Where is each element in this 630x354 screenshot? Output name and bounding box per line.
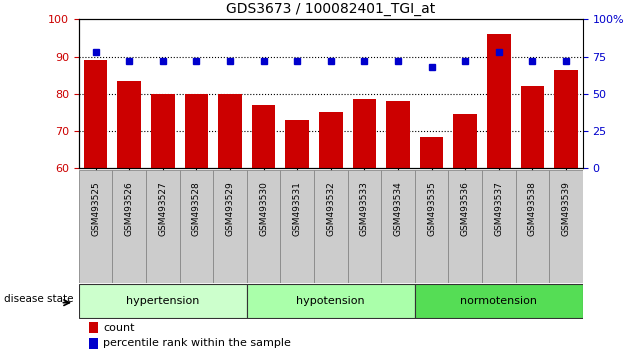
Text: GSM493528: GSM493528: [192, 181, 201, 236]
Title: GDS3673 / 100082401_TGI_at: GDS3673 / 100082401_TGI_at: [226, 2, 435, 16]
Text: GSM493538: GSM493538: [528, 181, 537, 236]
Bar: [84, 60, 107, 168]
Text: disease state: disease state: [4, 294, 73, 304]
Bar: [386, 101, 410, 168]
Text: count: count: [103, 322, 134, 332]
Bar: [89, 338, 98, 349]
FancyBboxPatch shape: [280, 170, 314, 283]
Bar: [319, 112, 343, 168]
Text: GSM493537: GSM493537: [495, 181, 503, 236]
FancyBboxPatch shape: [247, 170, 280, 283]
Bar: [218, 94, 242, 168]
Bar: [89, 322, 98, 333]
Text: percentile rank within the sample: percentile rank within the sample: [103, 338, 291, 348]
FancyBboxPatch shape: [348, 170, 381, 283]
Text: GSM493527: GSM493527: [158, 181, 167, 236]
FancyBboxPatch shape: [381, 170, 415, 283]
Bar: [252, 105, 275, 168]
Bar: [487, 34, 510, 168]
FancyBboxPatch shape: [112, 170, 146, 283]
Text: hypertension: hypertension: [126, 296, 200, 306]
FancyBboxPatch shape: [449, 170, 482, 283]
Bar: [353, 99, 376, 168]
FancyBboxPatch shape: [146, 170, 180, 283]
Bar: [151, 94, 175, 168]
FancyBboxPatch shape: [79, 170, 112, 283]
Text: GSM493534: GSM493534: [394, 181, 403, 236]
FancyBboxPatch shape: [314, 170, 348, 283]
FancyBboxPatch shape: [415, 170, 449, 283]
Text: GSM493531: GSM493531: [293, 181, 302, 236]
FancyBboxPatch shape: [415, 284, 583, 318]
Text: GSM493526: GSM493526: [125, 181, 134, 236]
Text: GSM493530: GSM493530: [259, 181, 268, 236]
Bar: [520, 86, 544, 168]
Text: hypotension: hypotension: [297, 296, 365, 306]
FancyBboxPatch shape: [549, 170, 583, 283]
Bar: [420, 137, 444, 168]
Bar: [554, 70, 578, 168]
Text: GSM493536: GSM493536: [461, 181, 469, 236]
FancyBboxPatch shape: [515, 170, 549, 283]
Text: normotension: normotension: [461, 296, 537, 306]
FancyBboxPatch shape: [247, 284, 415, 318]
Bar: [117, 81, 141, 168]
Bar: [454, 114, 477, 168]
Text: GSM493533: GSM493533: [360, 181, 369, 236]
Text: GSM493532: GSM493532: [326, 181, 335, 236]
FancyBboxPatch shape: [213, 170, 247, 283]
Bar: [285, 120, 309, 168]
FancyBboxPatch shape: [79, 284, 247, 318]
Text: GSM493529: GSM493529: [226, 181, 234, 236]
Text: GSM493539: GSM493539: [561, 181, 570, 236]
Text: GSM493525: GSM493525: [91, 181, 100, 236]
FancyBboxPatch shape: [180, 170, 213, 283]
Bar: [185, 94, 208, 168]
FancyBboxPatch shape: [482, 170, 515, 283]
Text: GSM493535: GSM493535: [427, 181, 436, 236]
